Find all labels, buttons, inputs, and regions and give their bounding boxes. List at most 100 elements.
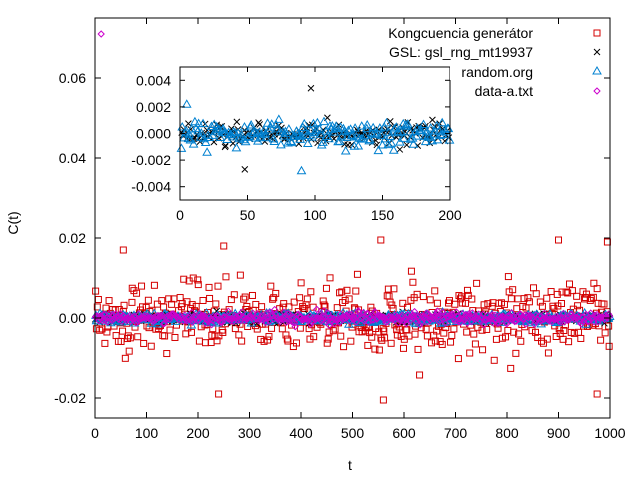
main-point-square	[336, 289, 344, 297]
main-point-square	[605, 322, 613, 330]
main-point-square	[450, 325, 458, 333]
inset-point-triangle	[307, 132, 317, 141]
inset-point-triangle	[181, 99, 192, 108]
main-point-square	[479, 346, 487, 354]
main-point-square	[577, 334, 585, 342]
main-point-square	[236, 271, 244, 279]
inset-point-triangle	[176, 143, 187, 152]
inset-point-triangle	[340, 145, 351, 155]
inset-point-triangle	[202, 147, 212, 156]
main-point-square	[431, 287, 439, 295]
main-point-square	[92, 287, 100, 295]
inset-point-triangle	[319, 116, 329, 126]
main-point-square	[187, 328, 195, 336]
main-point-diamond	[241, 317, 249, 325]
main-point-square	[284, 337, 292, 345]
inset-point-triangle	[398, 133, 409, 142]
main-point-square	[507, 295, 515, 303]
main-point-square	[471, 340, 479, 348]
main-point-square	[448, 331, 456, 339]
main-point-square	[483, 325, 491, 333]
main-axes: 0 100 200 300 400 500 600 700 800 900 1000-0.020.0…	[54, 18, 626, 441]
inset-point-triangle	[185, 134, 196, 144]
legend-marker-cross	[593, 48, 601, 56]
main-point-diamond	[331, 315, 339, 324]
main-point-square	[454, 355, 462, 363]
main-point-square	[230, 291, 238, 299]
main-point-square	[380, 327, 388, 335]
main-point-square	[326, 274, 334, 282]
main-point-diamond	[483, 315, 491, 324]
inset-point-triangle	[408, 139, 419, 148]
main-point-square	[189, 274, 197, 282]
main-point-diamond	[579, 317, 588, 326]
main-point-square	[600, 300, 608, 308]
main-point-square	[303, 295, 311, 303]
inset-point-triangle	[193, 125, 203, 135]
main-point-diamond	[210, 314, 219, 323]
legend-label-gsl: GSL: gsl_rng_mt19937	[389, 44, 533, 60]
main-point-square	[267, 282, 275, 290]
inset-point-triangle	[383, 139, 394, 149]
main-point-square	[543, 335, 551, 343]
main-point-square	[377, 334, 385, 342]
main-x-tick-label: 900	[547, 425, 571, 441]
inset-point-triangle	[400, 120, 411, 129]
main-point-square	[466, 349, 474, 357]
main-point-square	[593, 285, 601, 293]
main-point-square	[126, 334, 134, 342]
inset-point-triangle	[266, 119, 277, 128]
main-point-square	[240, 295, 248, 303]
main-point-square	[211, 332, 219, 340]
main-point-diamond	[417, 318, 426, 327]
inset-point-triangle	[377, 139, 388, 149]
main-point-square	[557, 299, 565, 307]
main-point-diamond	[539, 315, 547, 323]
main-point-square	[416, 371, 424, 379]
main-point-diamond	[336, 310, 345, 318]
main-point-square	[390, 285, 398, 293]
main-point-square	[366, 329, 374, 337]
y-axis-label: C(t)	[5, 211, 21, 234]
main-point-square	[161, 332, 169, 340]
main-point-diamond	[423, 318, 431, 326]
main-point-square	[147, 342, 155, 350]
main-point-diamond	[371, 308, 380, 317]
main-y-tick-label: -0.02	[54, 390, 86, 406]
inset-plot: 0 50 100 150 200 -0.004 -0.002 0.000 0.002 0.004	[131, 66, 462, 223]
main-point-square	[488, 302, 496, 310]
main-point-diamond	[287, 314, 295, 322]
main-x-tick-label: 600	[392, 425, 416, 441]
inset-point-triangle	[379, 122, 390, 131]
inset-point-cross	[255, 119, 262, 127]
main-point-square	[319, 297, 327, 305]
main-x-tick-label: 1000	[594, 425, 625, 441]
main-point-square	[307, 288, 315, 296]
main-point-square	[570, 329, 578, 337]
main-point-square	[549, 302, 557, 310]
inset-point-triangle	[210, 126, 221, 136]
main-point-square	[512, 349, 520, 357]
inset-point-cross	[241, 166, 249, 173]
main-point-square	[368, 333, 376, 341]
main-point-square	[564, 289, 572, 297]
inset-point-triangle	[405, 126, 415, 136]
inset-point-triangle	[437, 117, 448, 127]
main-point-square	[587, 295, 595, 303]
main-point-square	[222, 273, 230, 281]
inset-point-triangle	[271, 119, 281, 129]
main-point-square	[428, 339, 436, 347]
main-point-square	[352, 287, 360, 295]
inset-point-cross	[403, 141, 411, 149]
inset-point-triangle	[381, 117, 392, 127]
main-point-diamond	[268, 312, 277, 320]
inset-point-triangle	[215, 132, 226, 141]
main-point-square	[329, 327, 337, 335]
main-point-square	[601, 329, 609, 337]
main-point-diamond	[248, 314, 256, 322]
inset-point-triangle	[261, 132, 271, 142]
main-y-tick-label: 0.06	[59, 70, 86, 86]
inset-point-triangle	[321, 131, 332, 141]
inset-point-triangle	[308, 118, 319, 128]
